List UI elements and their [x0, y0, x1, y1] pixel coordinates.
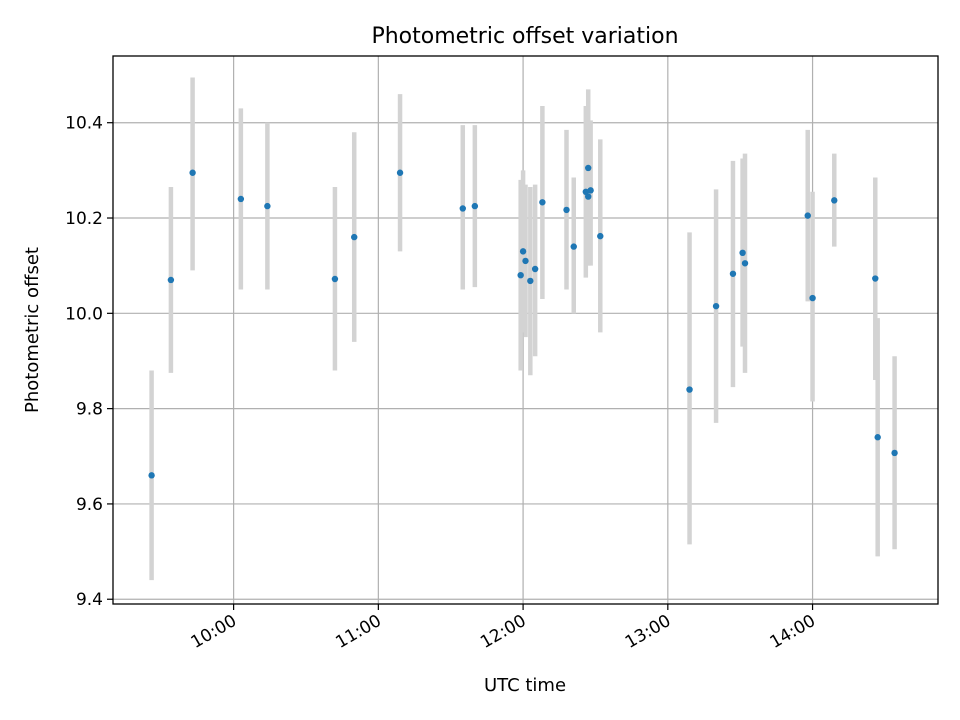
x-tick-label: 12:00 [477, 611, 529, 653]
data-point [831, 197, 838, 204]
y-tick-label: 9.6 [76, 495, 103, 515]
data-point [351, 233, 358, 241]
x-tick-label: 13:00 [622, 611, 674, 653]
data-point [872, 275, 879, 282]
data-point [531, 265, 539, 273]
data-point [804, 212, 811, 219]
data-point [167, 276, 175, 284]
data-point [597, 232, 604, 240]
data-points [148, 164, 898, 479]
data-point [585, 193, 592, 200]
data-point [517, 272, 524, 279]
data-point [587, 187, 594, 194]
data-point [471, 202, 479, 210]
data-point [237, 195, 245, 203]
x-axis-label: UTC time [484, 675, 566, 696]
data-point [729, 270, 737, 277]
data-point [527, 277, 534, 285]
y-tick-label: 9.4 [76, 590, 103, 610]
data-point [189, 169, 196, 176]
data-point [891, 449, 898, 457]
data-point [459, 205, 466, 212]
data-point [874, 434, 881, 441]
data-point [739, 249, 746, 257]
y-tick-label: 9.8 [76, 400, 103, 420]
data-point [522, 257, 529, 265]
data-point [582, 188, 590, 196]
y-tick-label: 10.0 [65, 304, 103, 324]
data-point [686, 386, 693, 393]
data-point [570, 243, 577, 250]
data-point [264, 202, 271, 210]
y-tick-label: 10.4 [65, 114, 103, 134]
data-point [563, 206, 570, 214]
x-tick-label: 10:00 [188, 611, 240, 653]
data-point [712, 302, 720, 310]
data-point [741, 260, 749, 267]
x-tick-label: 11:00 [332, 611, 384, 653]
data-point [519, 248, 527, 255]
data-point [148, 472, 155, 479]
data-point [331, 275, 339, 283]
x-axis-ticks: 10:00 11:00 12:00 13:00 14:00 [188, 604, 819, 653]
y-axis-ticks: 9.4 9.6 9.8 10.0 10.2 10.4 [65, 114, 113, 610]
plot-frame [112, 55, 939, 605]
data-point [585, 164, 592, 172]
y-axis-label: Photometric offset [22, 247, 43, 413]
data-point [809, 294, 816, 302]
y-tick-label: 10.2 [65, 209, 103, 229]
x-tick-label: 14:00 [767, 611, 819, 653]
chart-title: Photometric offset variation [371, 24, 678, 49]
data-point [539, 199, 546, 206]
data-point [396, 169, 404, 176]
